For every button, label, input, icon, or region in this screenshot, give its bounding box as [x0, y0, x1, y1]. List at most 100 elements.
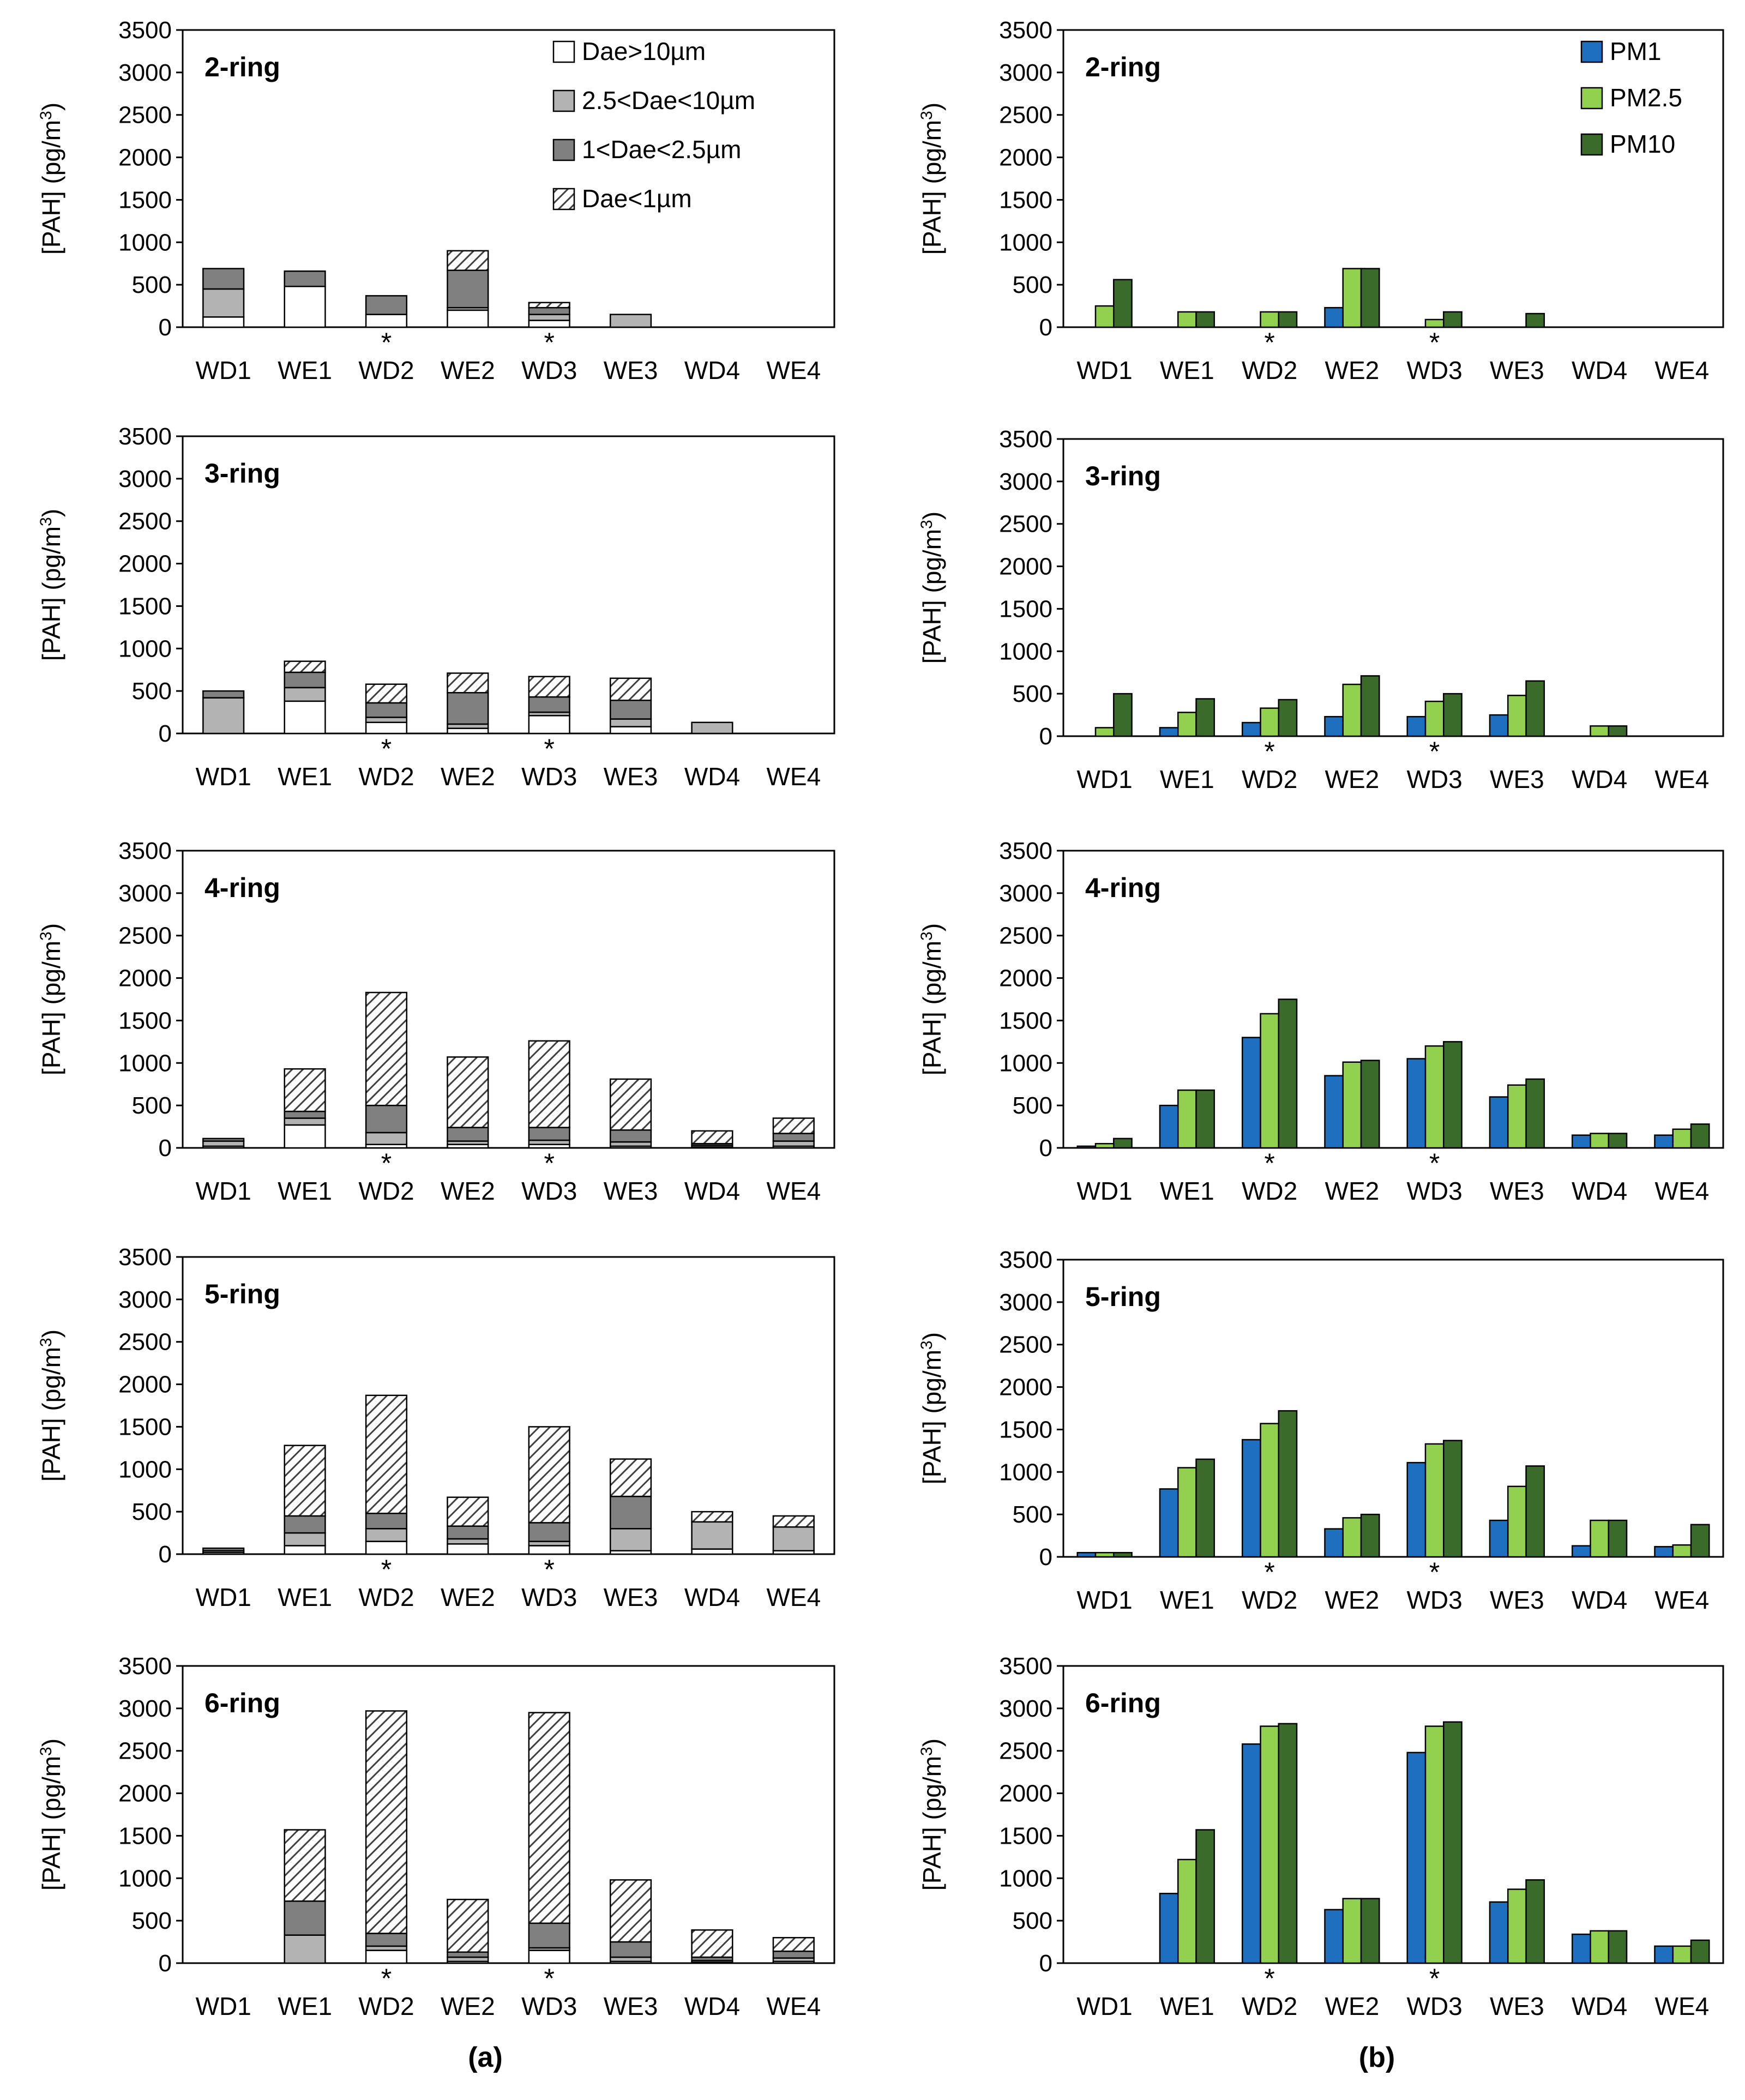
x-tick-label: WE3	[1490, 1177, 1544, 1205]
bar	[1195, 698, 1216, 737]
bar	[1571, 1545, 1591, 1558]
bar-segment	[447, 1538, 489, 1545]
x-tick-label: WE1	[1160, 1992, 1214, 2020]
chart-title: 2-ring	[204, 52, 280, 82]
y-tick-label: 1500	[999, 1007, 1052, 1034]
bar-segment	[691, 1511, 733, 1523]
legend-label: 1<Dae<2.5µm	[582, 135, 741, 164]
bar	[1507, 1084, 1527, 1149]
bar-segment	[284, 1829, 326, 1902]
y-tick-label: 3000	[118, 1286, 172, 1313]
bar	[1489, 1096, 1509, 1149]
asterisk-marker: *	[1429, 1557, 1440, 1587]
y-tick-label: 3500	[999, 1247, 1052, 1273]
chart-b-3-ring: 0 500 1000 1500 2000 2500 3000 3500 [PAH] (pg/m3…	[918, 426, 1724, 793]
bar	[1507, 1888, 1527, 1964]
x-tick-label: WD3	[1407, 356, 1463, 384]
y-tick-label: 500	[1013, 1908, 1052, 1934]
chart-title: 6-ring	[1085, 1688, 1161, 1718]
y-tick-label: 2000	[118, 1371, 172, 1398]
bar-segment	[365, 1528, 408, 1542]
x-tick-label: WD4	[1572, 356, 1627, 384]
bar	[1525, 1465, 1545, 1558]
bar	[1672, 1544, 1692, 1558]
y-axis-label: [PAH] (pg/m3)	[918, 1332, 946, 1484]
y-tick-label: 1000	[118, 1456, 172, 1483]
x-tick-label: WE3	[1490, 1992, 1544, 2020]
bar	[1590, 1930, 1610, 1964]
legend-swatch	[552, 40, 575, 63]
bar-segment	[365, 314, 408, 328]
bar-segment	[202, 288, 245, 318]
x-tick-label: WE4	[1655, 1992, 1710, 2020]
x-tick-label: WE2	[1325, 1586, 1380, 1614]
bar	[1094, 727, 1115, 737]
x-tick-label: WE1	[278, 1177, 332, 1205]
y-tick-label: 1500	[118, 1822, 172, 1849]
asterisk-marker: *	[381, 327, 392, 358]
x-tick-label: WE2	[1325, 1992, 1380, 2020]
bar-segment	[202, 316, 245, 328]
x-tick-label: WE1	[1160, 765, 1214, 793]
y-tick-label: 1000	[118, 635, 172, 662]
plot-frame	[1062, 1665, 1724, 1964]
y-tick-label: 1000	[999, 1865, 1052, 1892]
y-tick-label: 500	[132, 678, 172, 705]
bar	[1489, 714, 1509, 737]
bar-segment	[284, 1545, 326, 1555]
y-tick-label: 2500	[118, 1329, 172, 1356]
x-tick-label: WE3	[604, 1177, 658, 1205]
y-axis-label: [PAH] (pg/m3)	[918, 512, 946, 664]
y-tick-label: 3500	[999, 17, 1052, 44]
chart-a-6-ring: 0 500 1000 1500 2000 2500 3000 3500 [PAH] (pg/m3…	[37, 1653, 835, 2020]
y-tick-label: 1500	[999, 595, 1052, 622]
asterisk-marker: *	[1264, 1148, 1274, 1178]
x-tick-label: WD3	[1407, 1992, 1463, 2020]
y-axis-label: [PAH] (pg/m3)	[918, 103, 946, 255]
bar-segment	[447, 1056, 489, 1128]
y-tick-label: 2000	[999, 1780, 1052, 1807]
chart-b-6-ring: 0 500 1000 1500 2000 2500 3000 3500 [PAH] (pg/m3…	[918, 1653, 1724, 2020]
x-tick-label: WE1	[1160, 1177, 1214, 1205]
y-tick-label: 2000	[999, 1374, 1052, 1401]
bar-segment	[609, 314, 652, 328]
bar	[1443, 1440, 1463, 1558]
panel-label-b: (b)	[1359, 2042, 1395, 2073]
bar	[1159, 1488, 1179, 1558]
chart-title: 2-ring	[1085, 52, 1161, 82]
y-tick-label: 1000	[118, 229, 172, 256]
asterisk-marker: *	[1429, 736, 1440, 767]
bar	[1406, 1461, 1427, 1558]
y-tick-label: 3000	[999, 468, 1052, 495]
y-axis-label: [PAH] (pg/m3)	[37, 1738, 65, 1891]
x-tick-label: WE4	[1655, 1586, 1710, 1614]
bar	[1424, 1443, 1445, 1558]
bar	[1195, 311, 1216, 328]
bar	[1076, 1145, 1097, 1149]
bar	[1241, 1743, 1261, 1964]
x-tick-label: WD4	[1572, 765, 1627, 793]
asterisk-marker: *	[381, 1963, 392, 1994]
y-tick-label: 0	[159, 1541, 172, 1568]
x-tick-label: WE3	[604, 1583, 658, 1611]
bar	[1241, 1439, 1261, 1558]
asterisk-marker: *	[381, 1148, 392, 1178]
bar-segment	[447, 309, 489, 328]
asterisk-marker: *	[1264, 1557, 1274, 1587]
x-tick-label: WD2	[358, 1177, 414, 1205]
bar	[1690, 1939, 1710, 1964]
bar-segment	[772, 1950, 815, 1959]
x-tick-label: WD2	[1242, 356, 1297, 384]
x-tick-label: WD3	[521, 1583, 577, 1611]
bar	[1443, 311, 1463, 328]
bar	[1324, 1075, 1344, 1149]
y-tick-label: 3000	[118, 466, 172, 492]
y-tick-label: 1500	[999, 1416, 1052, 1443]
bar-segment	[284, 1068, 326, 1112]
y-tick-label: 2000	[999, 145, 1052, 171]
x-tick-label: WD2	[358, 356, 414, 384]
bar	[1324, 1909, 1344, 1964]
x-tick-label: WD4	[1572, 1586, 1627, 1614]
y-tick-label: 1000	[118, 1050, 172, 1076]
